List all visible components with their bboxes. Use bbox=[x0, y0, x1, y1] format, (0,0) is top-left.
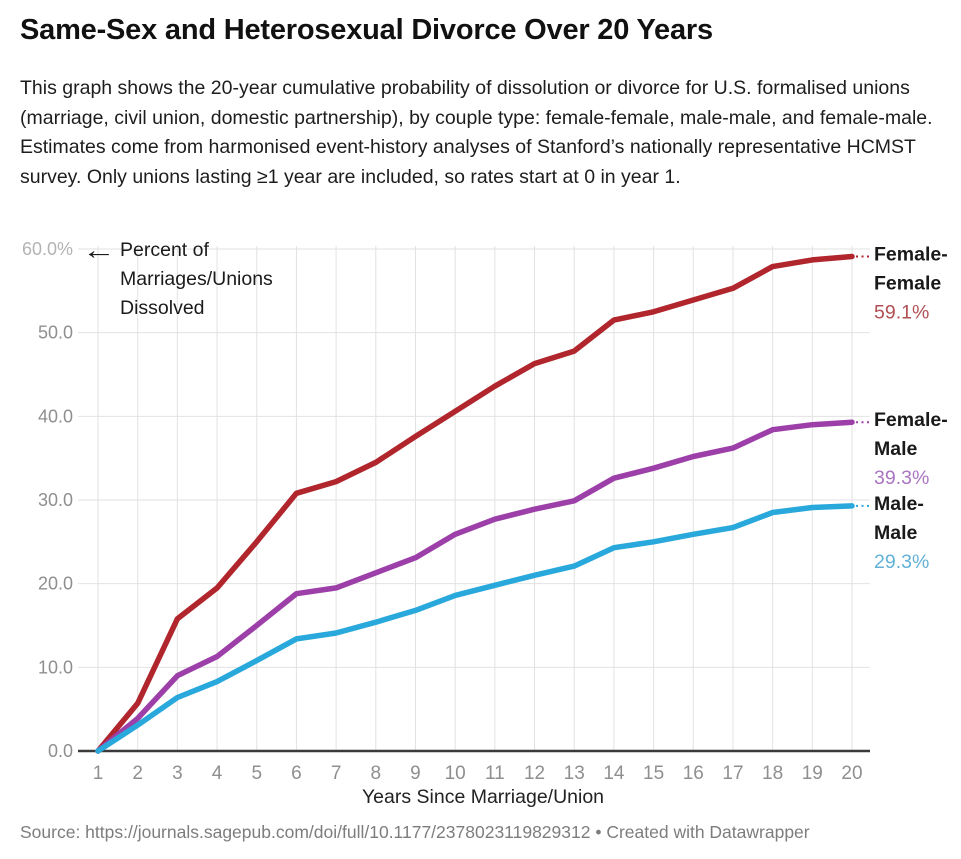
x-tick-label: 16 bbox=[683, 763, 704, 784]
annotation-line: Dissolved bbox=[120, 297, 205, 319]
x-tick-label: 17 bbox=[722, 763, 743, 784]
y-tick-label: 10.0 bbox=[38, 657, 73, 677]
series-line-male-male bbox=[95, 503, 855, 754]
y-tick-label: 20.0 bbox=[38, 574, 73, 594]
x-tick-label: 14 bbox=[603, 763, 625, 784]
x-tick-label: 19 bbox=[802, 763, 823, 784]
x-tick-label: 4 bbox=[212, 763, 223, 784]
series-label-male-male: Male- bbox=[874, 493, 924, 515]
series-label-female-female: Female bbox=[874, 273, 941, 295]
source-note: Source: https://journals.sagepub.com/doi… bbox=[20, 822, 810, 842]
left-arrow-icon: ← bbox=[82, 235, 116, 265]
x-tick-label: 7 bbox=[331, 763, 342, 784]
series-label-male-male: Male bbox=[874, 522, 918, 544]
series-value-male-male: 29.3% bbox=[874, 551, 929, 573]
series-line-female-female bbox=[95, 253, 855, 754]
chart-description: This graph shows the 20-year cumulative … bbox=[20, 77, 933, 188]
x-axis-title: Years Since Marriage/Union bbox=[362, 786, 604, 808]
series-value-female-female: 59.1% bbox=[874, 302, 929, 324]
page-title: Same-Sex and Heterosexual Divorce Over 2… bbox=[20, 14, 713, 46]
annotation-line: Marriages/Unions bbox=[120, 268, 273, 290]
x-tick-label: 12 bbox=[524, 763, 545, 784]
x-tick-label: 1 bbox=[93, 763, 104, 784]
y-tick-label: 30.0 bbox=[38, 490, 73, 510]
x-tick-label: 3 bbox=[172, 763, 183, 784]
x-tick-label: 15 bbox=[643, 763, 664, 784]
series-line-female-male bbox=[95, 419, 855, 754]
x-tick-label: 5 bbox=[251, 763, 262, 784]
annotation-text: Percent of Marriages/Unions Dissolved bbox=[120, 236, 273, 323]
series-label-female-male: Female- bbox=[874, 409, 948, 431]
y-axis-annotation: ← Percent of Marriages/Unions Dissolved bbox=[82, 236, 273, 323]
x-tick-label: 13 bbox=[564, 763, 585, 784]
x-tick-label: 18 bbox=[762, 763, 783, 784]
annotation-line: Percent of bbox=[120, 239, 209, 261]
y-tick-label: 40.0 bbox=[38, 406, 73, 426]
x-tick-label: 2 bbox=[132, 763, 143, 784]
y-tick-label: 50.0 bbox=[38, 323, 73, 343]
x-tick-label: 8 bbox=[371, 763, 382, 784]
series-label-female-male: Male bbox=[874, 438, 918, 460]
x-tick-label: 20 bbox=[841, 763, 862, 784]
x-tick-label: 6 bbox=[291, 763, 302, 784]
series-label-female-female: Female- bbox=[874, 244, 948, 266]
series-value-female-male: 39.3% bbox=[874, 467, 929, 489]
x-tick-label: 11 bbox=[485, 763, 505, 784]
x-tick-label: 9 bbox=[410, 763, 421, 784]
y-tick-label: 0.0 bbox=[48, 741, 73, 761]
x-tick-label: 10 bbox=[445, 763, 466, 784]
y-tick-label: 60.0% bbox=[22, 239, 73, 259]
